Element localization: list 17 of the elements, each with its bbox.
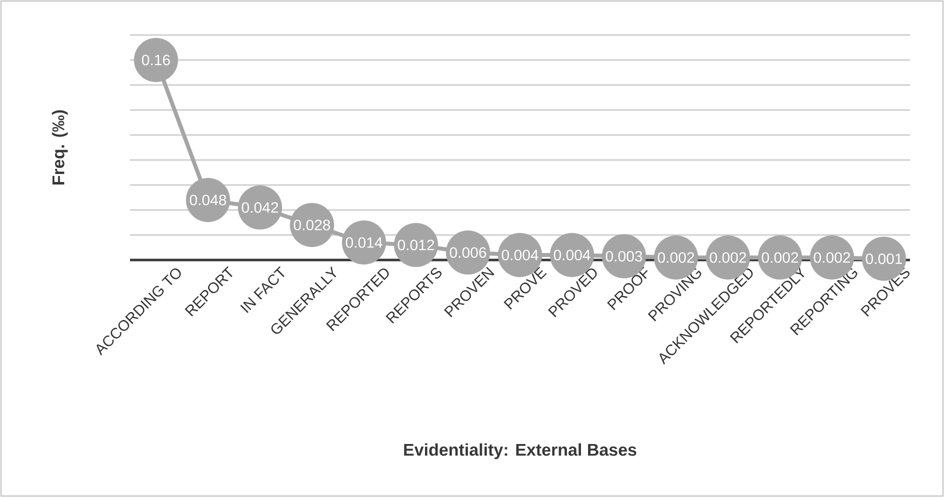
- data-label: 0.001: [866, 253, 902, 264]
- data-label: 0.003: [606, 250, 642, 262]
- data-label: 0.002: [710, 252, 746, 263]
- data-label: 0.004: [554, 250, 590, 260]
- data-label: 0.002: [814, 252, 850, 263]
- data-label: 0.028: [294, 220, 330, 230]
- data-label: 0.16: [142, 54, 170, 66]
- data-label: 0.048: [190, 194, 226, 206]
- y-axis-title: Freq. (‰): [52, 110, 68, 184]
- data-label: 0.002: [762, 252, 798, 263]
- data-label: 0.006: [450, 247, 486, 258]
- data-label: 0.042: [242, 202, 278, 213]
- x-axis-title: Evidentiality: External Bases: [404, 443, 636, 460]
- data-label: 0.012: [398, 240, 434, 250]
- data-label: 0.004: [502, 250, 538, 260]
- data-label: 0.014: [346, 237, 382, 248]
- data-label: 0.002: [658, 252, 694, 263]
